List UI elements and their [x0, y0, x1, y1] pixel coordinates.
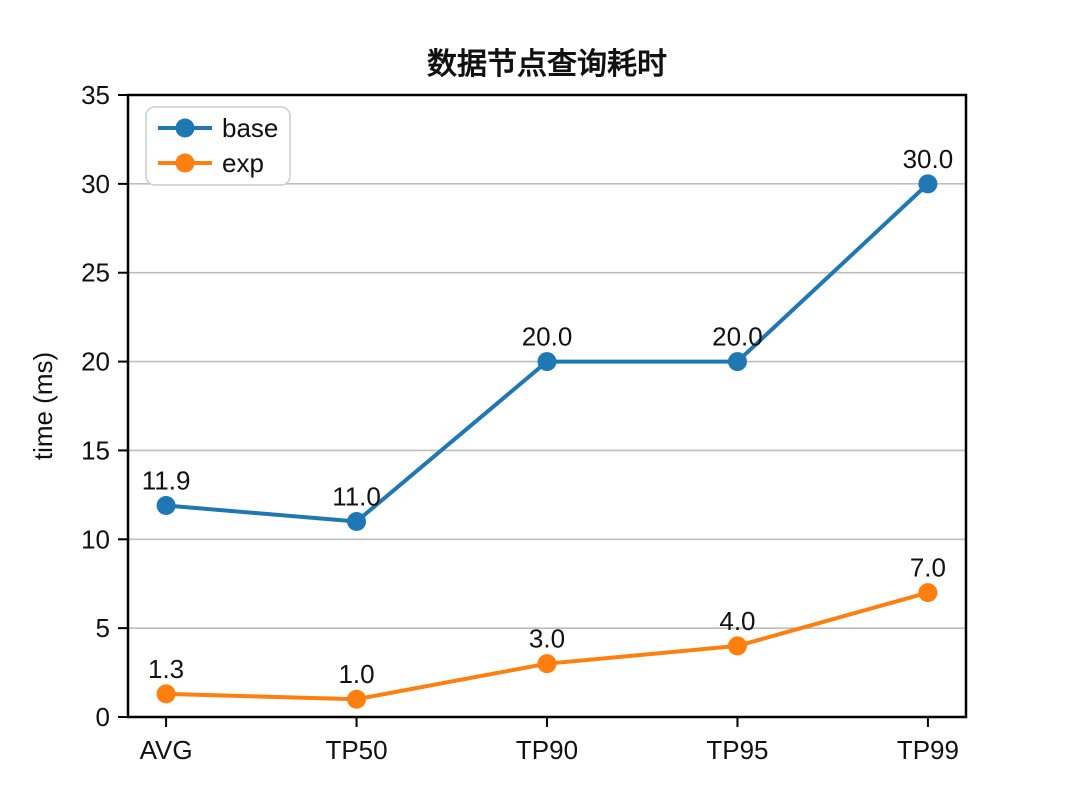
point-label-base: 20.0	[712, 322, 763, 352]
data-point-exp	[347, 689, 367, 709]
y-axis-label: time (ms)	[28, 352, 58, 460]
axis-ticks: 0 5 10 15 20 25 30 35 AVG TP50 TP90 TP95 TP99	[81, 80, 959, 765]
y-tick-label: 5	[96, 613, 110, 643]
data-point-exp	[537, 654, 557, 674]
point-label-exp: 1.3	[148, 654, 184, 684]
plot-frame	[126, 93, 968, 719]
legend: base exp	[145, 106, 291, 186]
data-point-base	[918, 174, 938, 194]
point-label-exp: 4.0	[719, 606, 755, 636]
point-label-exp: 1.0	[338, 659, 374, 689]
legend-label-exp: exp	[222, 148, 264, 178]
legend-label-base: base	[222, 113, 278, 143]
point-label-exp: 3.0	[529, 624, 565, 654]
point-label-exp: 7.0	[910, 553, 946, 583]
data-point-base	[156, 496, 176, 516]
y-tick-label: 15	[81, 435, 110, 465]
chart-title: 数据节点查询耗时	[427, 48, 667, 81]
y-tick-label: 10	[81, 524, 110, 554]
point-label-base: 30.0	[903, 144, 954, 174]
data-point-exp	[727, 636, 747, 656]
x-tick-label: AVG	[140, 735, 193, 765]
data-point-exp	[918, 583, 938, 603]
point-label-base: 11.9	[142, 466, 191, 496]
x-tick-label: TP90	[516, 735, 578, 765]
data-series: 11.9 11.0 20.0 20.0 30.0 1.3 1.0 3.0 4.0 7.0	[142, 144, 953, 709]
y-tick-label: 35	[81, 80, 110, 110]
data-point-base	[727, 352, 747, 372]
y-tick-label: 25	[81, 258, 110, 288]
point-label-base: 20.0	[522, 322, 573, 352]
legend-marker-exp	[175, 153, 195, 173]
legend-marker-base	[175, 118, 195, 138]
data-point-base	[347, 512, 367, 532]
x-tick-label: TP99	[897, 735, 959, 765]
y-tick-label: 20	[81, 347, 110, 377]
y-tick-label: 30	[81, 169, 110, 199]
x-tick-label: TP95	[706, 735, 768, 765]
x-tick-label: TP50	[325, 735, 387, 765]
data-point-exp	[156, 684, 176, 704]
gridlines	[128, 183, 966, 629]
data-point-base	[537, 352, 557, 372]
plot-border	[126, 93, 968, 719]
y-tick-label: 0	[96, 702, 110, 732]
point-label-base: 11.0	[332, 482, 381, 512]
